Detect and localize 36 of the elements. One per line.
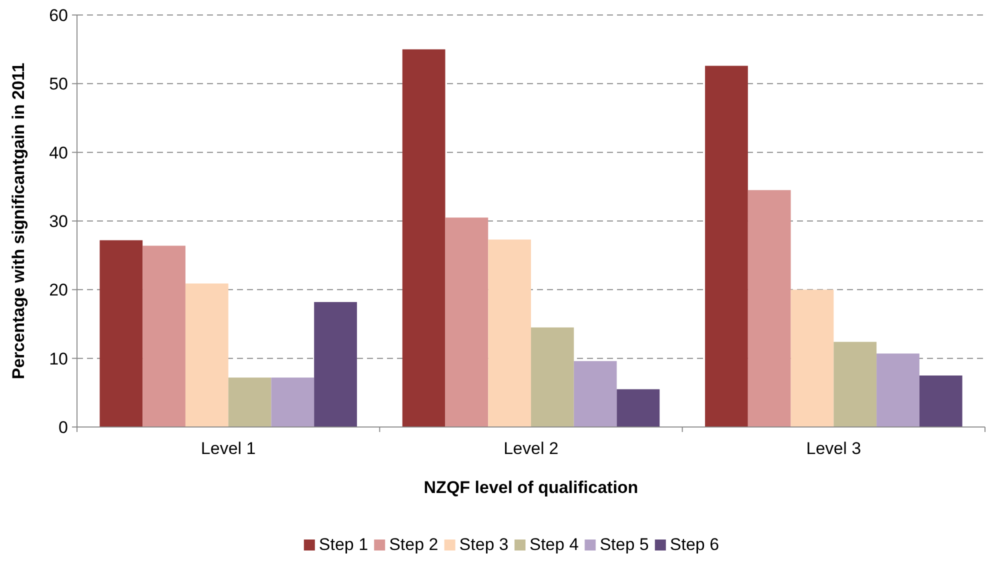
legend-label: Step 2 [389,535,438,554]
bar [271,378,314,427]
legend-label: Step 5 [600,535,649,554]
bar [834,342,877,427]
y-tick-label: 10 [49,349,68,368]
x-tick-label: Level 1 [200,439,256,458]
y-tick-label: 40 [49,143,68,162]
bar [919,376,962,427]
legend-label: Step 1 [318,535,368,554]
bar [402,49,446,427]
bar [531,327,574,427]
y-tick-label: 20 [49,280,68,300]
x-axis-title: NZQF level of qualification [424,478,638,497]
bar [790,290,834,427]
bar [228,378,272,427]
y-tick-label: 60 [49,6,68,25]
bar [705,66,748,427]
x-tick-label: Level 3 [806,439,862,458]
bar [142,246,186,427]
bar [185,283,228,427]
bar [100,240,143,427]
y-tick-label: 30 [49,212,68,231]
y-tick-label: 0 [58,418,68,437]
legend-label: Step 6 [670,535,720,554]
x-tick-label: Level 2 [504,439,558,458]
y-axis-title: Percentage with significantgain in 2011 [9,62,28,380]
bar [748,190,791,427]
legend-label: Step 3 [459,535,508,554]
bar [876,354,920,427]
bar [445,218,488,427]
legend-label: Step 4 [530,535,579,554]
bar [616,389,660,427]
bar [574,361,617,427]
bar [488,240,531,427]
bar [314,302,357,427]
y-tick-label: 50 [49,74,68,94]
